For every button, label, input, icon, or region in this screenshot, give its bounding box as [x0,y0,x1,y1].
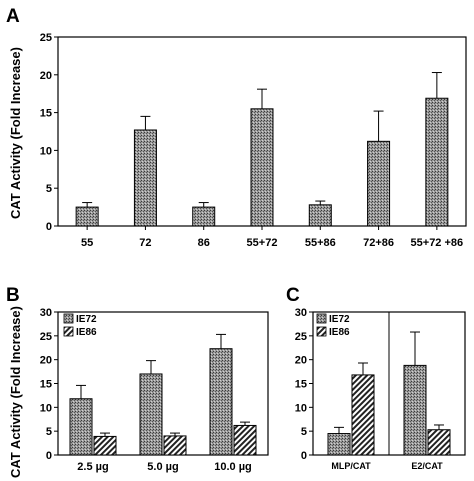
panel-b-legend-swatch [63,313,74,324]
panel-c-bar-ie72 [327,433,351,456]
panel-c-category-label: MLP/CAT [331,461,371,471]
panel-b-legend-label: IE86 [76,327,97,338]
panel-letter-c: C [286,285,300,306]
panel-letter-b: B [6,285,20,306]
panel-letter-a: A [6,6,20,27]
panel-b-bar-ie86 [233,424,257,456]
panel-a-bar [425,97,449,227]
panel-a-bar [250,108,274,227]
panel-b-bar-ie72 [69,398,93,456]
panel-a-chart: 0 5 10 15 20 25 55 72 86 55+72 55+86 72+86 55+72 +86 [40,32,467,249]
panel-c-bar-ie72 [403,364,427,456]
panel-a-bar [308,204,332,227]
panel-c-bar-ie86 [351,374,375,456]
panel-b-ytick-label: 30 [40,307,52,319]
panel-c-ytick-label: 10 [295,402,307,414]
panel-c-ytick-label: 5 [301,426,307,438]
panel-b-category-label: 5.0 µg [147,461,178,473]
panel-a-ytick-label: 0 [46,221,52,233]
panel-b-legend-label: IE72 [76,314,97,325]
panel-c-ytick-label: 0 [301,450,307,462]
panel-a-bar [133,129,157,227]
panel-b-bar-ie72 [139,373,163,456]
panel-b-bar-ie86 [163,435,187,456]
panel-a-category-label: 55 [81,237,93,249]
panel-a-bar [367,140,391,227]
panel-b-ytick-label: 5 [46,426,52,438]
panel-c-legend-swatch [316,313,327,324]
panel-b-category-label: 10.0 µg [214,461,252,473]
panel-b-ytick-label: 20 [40,355,52,367]
panel-b-ytick-label: 10 [40,402,52,414]
panel-c-legend-label: IE86 [329,327,350,338]
panel-c-chart: 0 5 10 15 20 25 30 MLP/CAT E2/CAT IE72 IE86 [295,307,466,471]
panel-b-category-label: 2.5 µg [77,461,108,473]
panel-c-category-label: E2/CAT [411,461,443,471]
panel-b-ytick-label: 25 [40,331,52,343]
panel-b-ylabel: CAT Activity (Fold Increase) [8,306,23,478]
panel-b-chart: 0 5 10 15 20 25 30 2.5 µg 5.0 µg 10.0 µg IE72 IE86 [40,307,269,473]
panel-a-bar [75,206,99,227]
panel-a-category-label: 86 [198,237,210,249]
panel-a-ylabel: CAT Activity (Fold Increase) [8,47,23,219]
panel-a-ytick-label: 20 [40,70,52,82]
panel-b-ytick-label: 15 [40,379,52,391]
panel-c-legend-label: IE72 [329,314,350,325]
panel-a-ytick-label: 10 [40,145,52,157]
panel-a-category-label: 55+86 [305,237,336,249]
panel-a-bar [192,206,216,227]
panel-c-ytick-label: 25 [295,331,307,343]
panel-a-category-label: 72+86 [363,237,394,249]
panel-c-ytick-label: 15 [295,379,307,391]
panel-c-legend-swatch [316,326,327,337]
panel-a-ytick-label: 5 [46,183,52,195]
panel-a-ytick-label: 25 [40,32,52,44]
panel-b-legend-swatch [63,326,74,337]
panel-b-ytick-label: 0 [46,450,52,462]
panel-a-category-label: 55+72 [247,237,278,249]
panel-b-bar-ie72 [209,348,233,456]
panel-a-category-label: 55+72 +86 [411,237,464,249]
panel-c-ytick-label: 20 [295,355,307,367]
panel-c-bar-ie86 [427,429,451,456]
panel-c-ytick-label: 30 [295,307,307,319]
panel-a-category-label: 72 [139,237,151,249]
panel-a-ytick-label: 15 [40,108,52,120]
panel-b-bar-ie86 [93,435,117,456]
